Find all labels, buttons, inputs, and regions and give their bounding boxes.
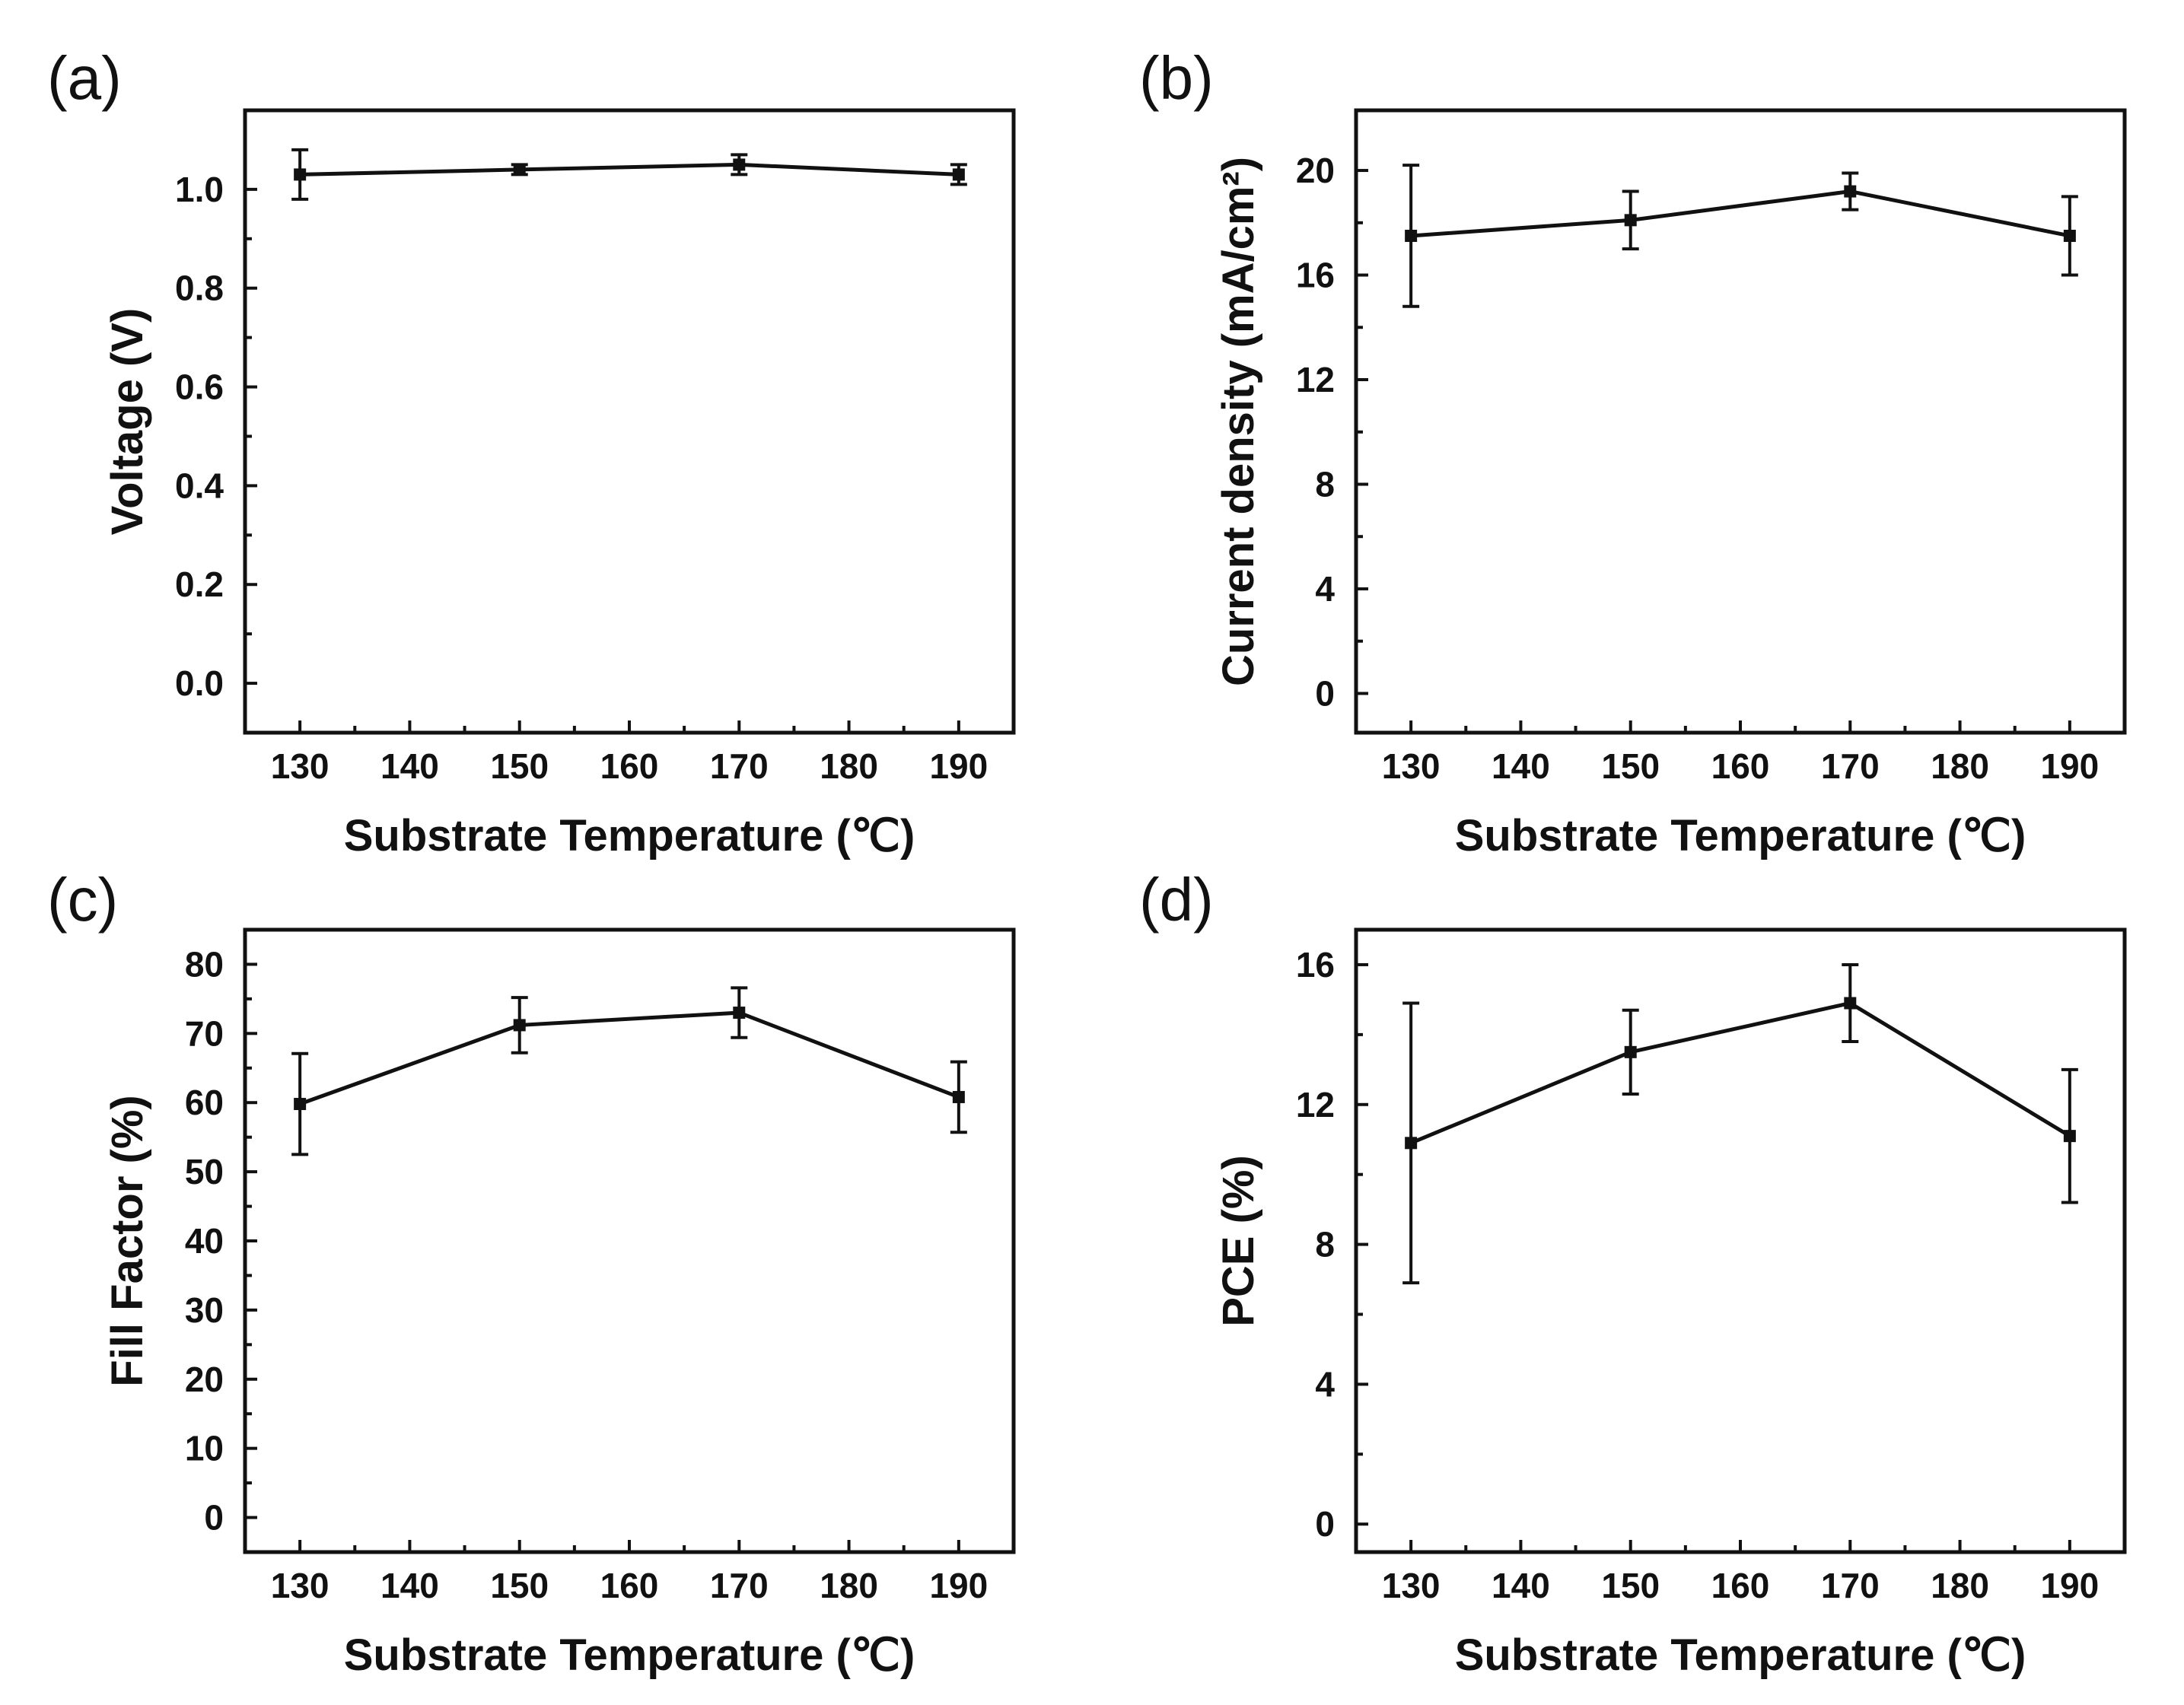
series-line — [1410, 1000, 2071, 1145]
x-tick-label: 150 — [490, 1566, 549, 1605]
plot-frame — [243, 108, 1016, 735]
panel-label: (c) — [47, 866, 118, 934]
y-tick-label: 0.4 — [175, 466, 224, 505]
data-point — [2063, 1130, 2076, 1143]
data-point — [952, 1090, 965, 1103]
y-tick-label: 20 — [1296, 151, 1335, 190]
x-tick-label: 180 — [1931, 1566, 1989, 1605]
y-tick-label: 4 — [1315, 1364, 1335, 1404]
panel-label: (a) — [47, 44, 122, 112]
series-line — [300, 162, 959, 177]
chart-panel-c: (c) 130 140 150 160 170 180 190 0 10 20 30 40 50 60 70 8… — [47, 866, 1016, 1680]
x-tick-label: 180 — [1931, 746, 1989, 786]
data-point — [1624, 1045, 1637, 1058]
y-tick-label: 8 — [1315, 464, 1335, 504]
y-tick-label: 1.0 — [175, 170, 224, 209]
x-tick-label: 180 — [820, 746, 878, 786]
y-tick-label: 70 — [185, 1013, 224, 1053]
x-tick-label: 130 — [1382, 1566, 1441, 1605]
x-tick-label: 190 — [929, 1566, 988, 1605]
x-tick-label: 140 — [1492, 746, 1550, 786]
data-point — [513, 1019, 526, 1032]
y-tick-label: 0.6 — [175, 367, 224, 407]
x-tick-label: 140 — [1492, 1566, 1550, 1605]
chart-panel-a: (a) 130 140 150 160 170 180 190 0.0 0.2 0.4 0.6 0.8 1… — [47, 44, 1016, 860]
y-tick-label: 0.8 — [175, 269, 224, 308]
x-tick-label: 170 — [1821, 1566, 1880, 1605]
x-tick-label: 170 — [710, 1566, 769, 1605]
x-axis-title: Substrate Temperature (℃) — [1455, 1630, 2026, 1680]
y-tick-label: 0.0 — [175, 663, 224, 703]
x-tick-label: 140 — [380, 1566, 439, 1605]
y-tick-label: 60 — [185, 1083, 224, 1122]
data-point — [2063, 229, 2076, 242]
x-axis-title: Substrate Temperature (℃) — [344, 1630, 915, 1680]
chart-panel-b: (b) 130 140 150 160 170 180 190 0 4 8 12 16 20 Substra… — [1139, 44, 2127, 860]
y-tick-label: 30 — [185, 1290, 224, 1330]
y-tick-label: 0 — [204, 1498, 224, 1538]
y-axis-title: Current density (mA/cm²) — [1214, 157, 1263, 686]
x-tick-label: 160 — [600, 746, 659, 786]
y-tick-label: 0.2 — [175, 565, 224, 604]
x-tick-label: 150 — [1601, 1566, 1660, 1605]
x-tick-label: 130 — [1382, 746, 1441, 786]
panel-label: (b) — [1139, 44, 1214, 112]
x-axis-title: Substrate Temperature (℃) — [344, 811, 915, 860]
x-tick-label: 150 — [490, 746, 549, 786]
y-tick-label: 10 — [185, 1429, 224, 1468]
y-tick-label: 50 — [185, 1152, 224, 1191]
x-tick-label: 160 — [600, 1566, 659, 1605]
plot-frame — [1354, 927, 2127, 1554]
y-tick-label: 20 — [185, 1360, 224, 1399]
data-point — [1405, 1137, 1418, 1150]
y-tick-label: 4 — [1315, 569, 1335, 609]
x-tick-label: 160 — [1711, 746, 1770, 786]
data-point — [952, 168, 965, 181]
plot-frame — [243, 927, 1016, 1554]
panel-label: (d) — [1139, 866, 1214, 934]
y-axis-title: PCE (%) — [1214, 1155, 1263, 1327]
chart-panel-d: (d) 130 140 150 160 170 180 190 0 4 8 12 16 Substrate… — [1139, 866, 2127, 1680]
y-tick-label: 40 — [185, 1221, 224, 1261]
data-point — [294, 168, 307, 181]
data-point — [513, 163, 526, 176]
data-point — [1844, 185, 1857, 198]
x-tick-label: 170 — [710, 746, 769, 786]
data-point — [294, 1098, 307, 1111]
y-axis-title: Fill Factor (%) — [103, 1095, 152, 1386]
data-point — [1405, 229, 1418, 242]
x-tick-label: 140 — [380, 746, 439, 786]
y-tick-label: 16 — [1296, 256, 1335, 295]
y-tick-label: 0 — [1315, 1504, 1335, 1544]
data-point — [1624, 214, 1637, 227]
data-point — [733, 158, 746, 171]
x-tick-label: 150 — [1601, 746, 1660, 786]
y-tick-label: 80 — [185, 944, 224, 984]
x-tick-label: 180 — [820, 1566, 878, 1605]
series-line — [1410, 189, 2071, 238]
y-tick-label: 8 — [1315, 1225, 1335, 1264]
x-tick-label: 190 — [2040, 1566, 2099, 1605]
y-axis-title: Voltage (V) — [103, 308, 152, 536]
y-tick-label: 16 — [1296, 945, 1335, 985]
x-axis-title: Substrate Temperature (℃) — [1455, 811, 2026, 860]
data-point — [1844, 997, 1857, 1010]
x-tick-label: 130 — [271, 746, 330, 786]
y-tick-label: 12 — [1296, 1085, 1335, 1124]
y-tick-label: 12 — [1296, 360, 1335, 399]
x-tick-label: 190 — [929, 746, 988, 786]
plot-frame — [1354, 108, 2127, 735]
x-tick-label: 170 — [1821, 746, 1880, 786]
y-tick-label: 0 — [1315, 673, 1335, 713]
x-tick-label: 130 — [271, 1566, 330, 1605]
x-tick-label: 160 — [1711, 1566, 1770, 1605]
series-line — [299, 1010, 960, 1106]
data-point — [733, 1007, 746, 1020]
x-tick-label: 190 — [2040, 746, 2099, 786]
